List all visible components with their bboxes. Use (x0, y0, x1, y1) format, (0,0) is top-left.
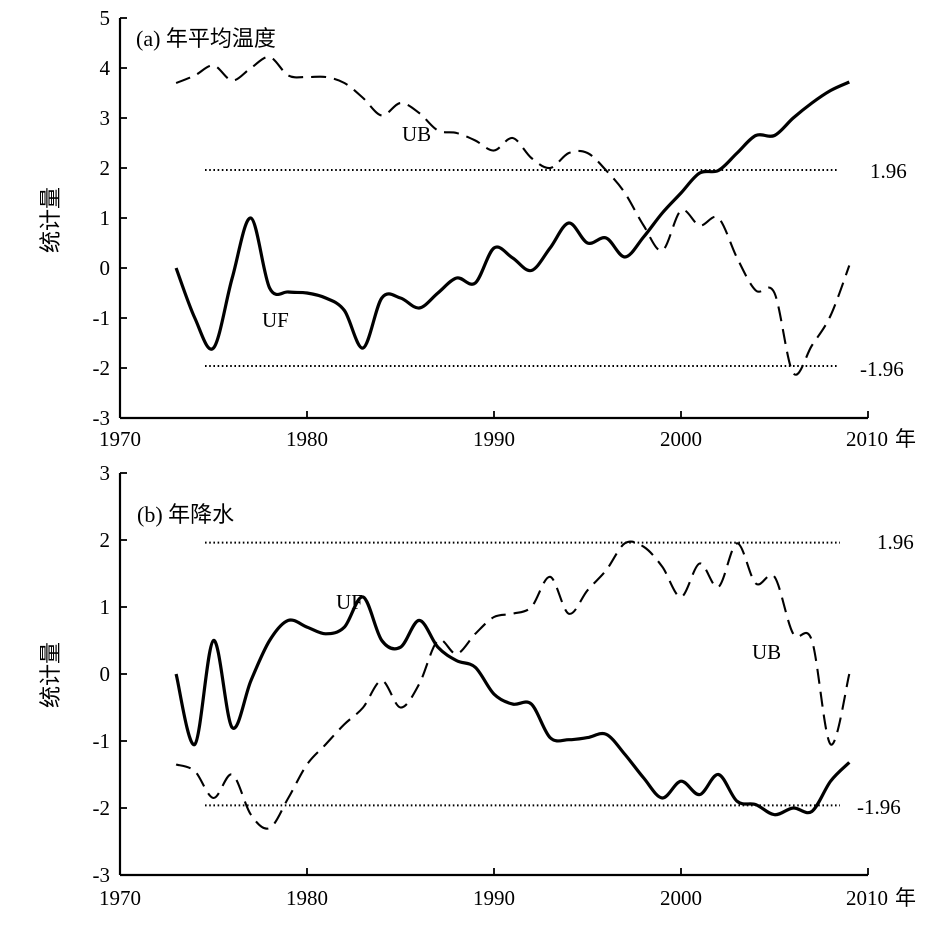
panel-a-x-tick-label: 1990 (473, 427, 515, 451)
panel-b-ref-upper-label: 1.96 (877, 530, 914, 554)
panel-a-y-tick-label: 3 (100, 106, 111, 130)
panel-b-series-ub-line (175, 540, 851, 830)
panel-b-ub-label: UB (752, 640, 781, 664)
panel-b-y-tick-label: 1 (100, 595, 111, 619)
panel-a-x-tick-label: 2010 (846, 427, 888, 451)
panel-a-x-unit-label: 年 (895, 427, 916, 451)
panel-b-y-tick-label: 2 (100, 528, 111, 552)
panel-a-x-tick-label: 1970 (99, 427, 141, 451)
panel-a-series-uf-line (174, 80, 850, 351)
panel-a-ref-upper-label: 1.96 (870, 159, 907, 183)
panel-b-x-tick-label: 2010 (846, 886, 888, 910)
panel-a-y-tick-label: -2 (93, 356, 111, 380)
panel-a-y-tick-label: 5 (100, 6, 111, 30)
panel-a-y-tick-label: 0 (100, 256, 111, 280)
panel-b-x-tick-label: 1990 (473, 886, 515, 910)
panel-a-ub-label: UB (402, 122, 431, 146)
panel-b-y-tick-label: 0 (100, 662, 111, 686)
panel-b-x-tick-label: 2000 (660, 886, 702, 910)
panel-b-precipitation: (b) 年降水 统计量 UF UB 1.96 -1.96 年 -3-2-1012… (39, 461, 916, 910)
panel-a-series-ub-line (175, 55, 851, 376)
panel-b-x-tick-label: 1980 (286, 886, 328, 910)
panel-b-x-unit-label: 年 (895, 886, 916, 910)
panel-a-y-tick-label: 4 (100, 56, 111, 80)
panel-b-y-tick-label: -1 (93, 729, 111, 753)
panel-b-x-tick-label: 1970 (99, 886, 141, 910)
panel-b-y-tick-label: 3 (100, 461, 111, 485)
panel-a-ref-lower-label: -1.96 (860, 357, 904, 381)
panel-a-temperature: (a) 年平均温度 统计量 UB UF 1.96 -1.96 年 -3 -2 -1 0… (39, 6, 916, 451)
panel-a-y-tick-label: 2 (100, 156, 111, 180)
panel-a-y-tick-label: 1 (100, 206, 111, 230)
panel-b-title: (b) 年降水 (137, 502, 234, 527)
panel-a-y-tick-label: -1 (93, 306, 111, 330)
panel-b-y-tick-label: -2 (93, 796, 111, 820)
panel-a-y-tick-label: -3 (93, 406, 111, 430)
panel-b-series-uf-line (174, 595, 851, 817)
panel-b-y-axis-label: 统计量 (39, 642, 64, 708)
panel-a-x-tick-label: 2000 (660, 427, 702, 451)
panel-a-y-axis-label: 统计量 (39, 187, 64, 253)
panel-a-title: (a) 年平均温度 (136, 26, 276, 51)
panel-a-uf-label: UF (262, 308, 289, 332)
panel-b-y-tick-label: -3 (93, 863, 111, 887)
panel-a-x-tick-label: 1980 (286, 427, 328, 451)
panel-b-ref-lower-label: -1.96 (857, 795, 901, 819)
